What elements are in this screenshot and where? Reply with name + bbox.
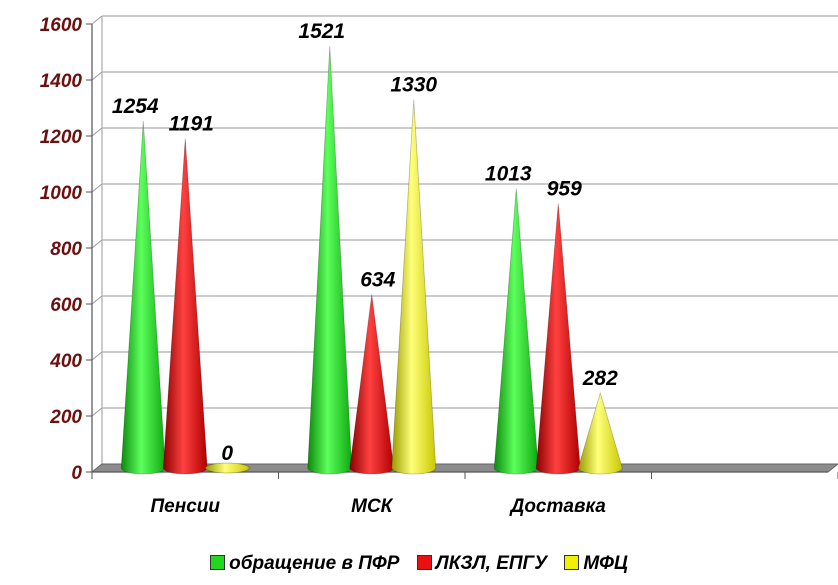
cones (120, 46, 623, 475)
data-label: 0 (221, 442, 233, 465)
cone (391, 99, 437, 475)
x-tick-label: Пенсии (151, 496, 221, 517)
legend-item-lkzl: ЛКЗЛ, ЕПГУ (416, 553, 548, 575)
legend-label-lkzl: ЛКЗЛ, ЕПГУ (435, 553, 548, 574)
y-tick-label: 600 (50, 295, 82, 316)
x-tick-label: Доставка (509, 496, 607, 517)
data-label: 1191 (169, 113, 214, 136)
legend-swatch-pfr (210, 555, 226, 570)
legend: обращение в ПФР ЛКЗЛ, ЕПГУ МФЦ (0, 553, 838, 575)
axes: 0 200 400 600 800 1000 1200 1400 1600 Пенсии МСК До… (40, 15, 838, 517)
grid-diagonal (91, 295, 103, 305)
legend-label-mfc: МФЦ (583, 553, 628, 574)
legend-swatch-lkzl (416, 555, 432, 570)
y-tick-label: 1000 (40, 183, 83, 204)
y-tick-label: 1200 (40, 127, 83, 148)
y-tick-label: 1400 (40, 71, 83, 92)
cone-base (204, 462, 250, 474)
grid-diagonal (91, 239, 103, 249)
cone-body (391, 99, 437, 475)
gridlines (91, 15, 838, 473)
plot-area (92, 16, 838, 472)
legend-swatch-mfc (564, 555, 580, 570)
x-tick-label: МСК (351, 496, 394, 517)
y-tick-label: 0 (71, 463, 82, 484)
data-label: 634 (360, 268, 395, 291)
cone (577, 391, 623, 475)
grid-diagonal (91, 15, 103, 25)
y-tick-label: 200 (49, 407, 82, 428)
legend-item-mfc: МФЦ (564, 553, 628, 575)
plot-background (92, 16, 838, 472)
grid-diagonal (91, 407, 103, 417)
data-label: 1013 (485, 162, 532, 185)
data-label: 1521 (298, 20, 345, 43)
grid-diagonal (91, 127, 103, 137)
cone-body (577, 391, 623, 475)
grid-diagonal (91, 351, 103, 361)
cone-chart: 0 200 400 600 800 1000 1200 1400 1600 Пенсии МСК До… (40, 15, 838, 517)
grid-diagonal (91, 183, 103, 193)
y-tick-label: 400 (49, 351, 82, 372)
legend-item-pfr: обращение в ПФР (210, 553, 399, 575)
data-label: 282 (582, 367, 618, 390)
data-labels: 1254 1191 0 1521 634 1330 1013 959 282 (112, 20, 618, 465)
cone (204, 462, 250, 474)
y-tick-label: 1600 (40, 15, 83, 36)
data-label: 959 (547, 177, 582, 200)
legend-label-pfr: обращение в ПФР (229, 553, 400, 574)
grid-diagonal (91, 71, 103, 81)
data-label: 1330 (390, 74, 437, 97)
data-label: 1254 (112, 95, 159, 118)
y-tick-label: 800 (50, 239, 82, 260)
